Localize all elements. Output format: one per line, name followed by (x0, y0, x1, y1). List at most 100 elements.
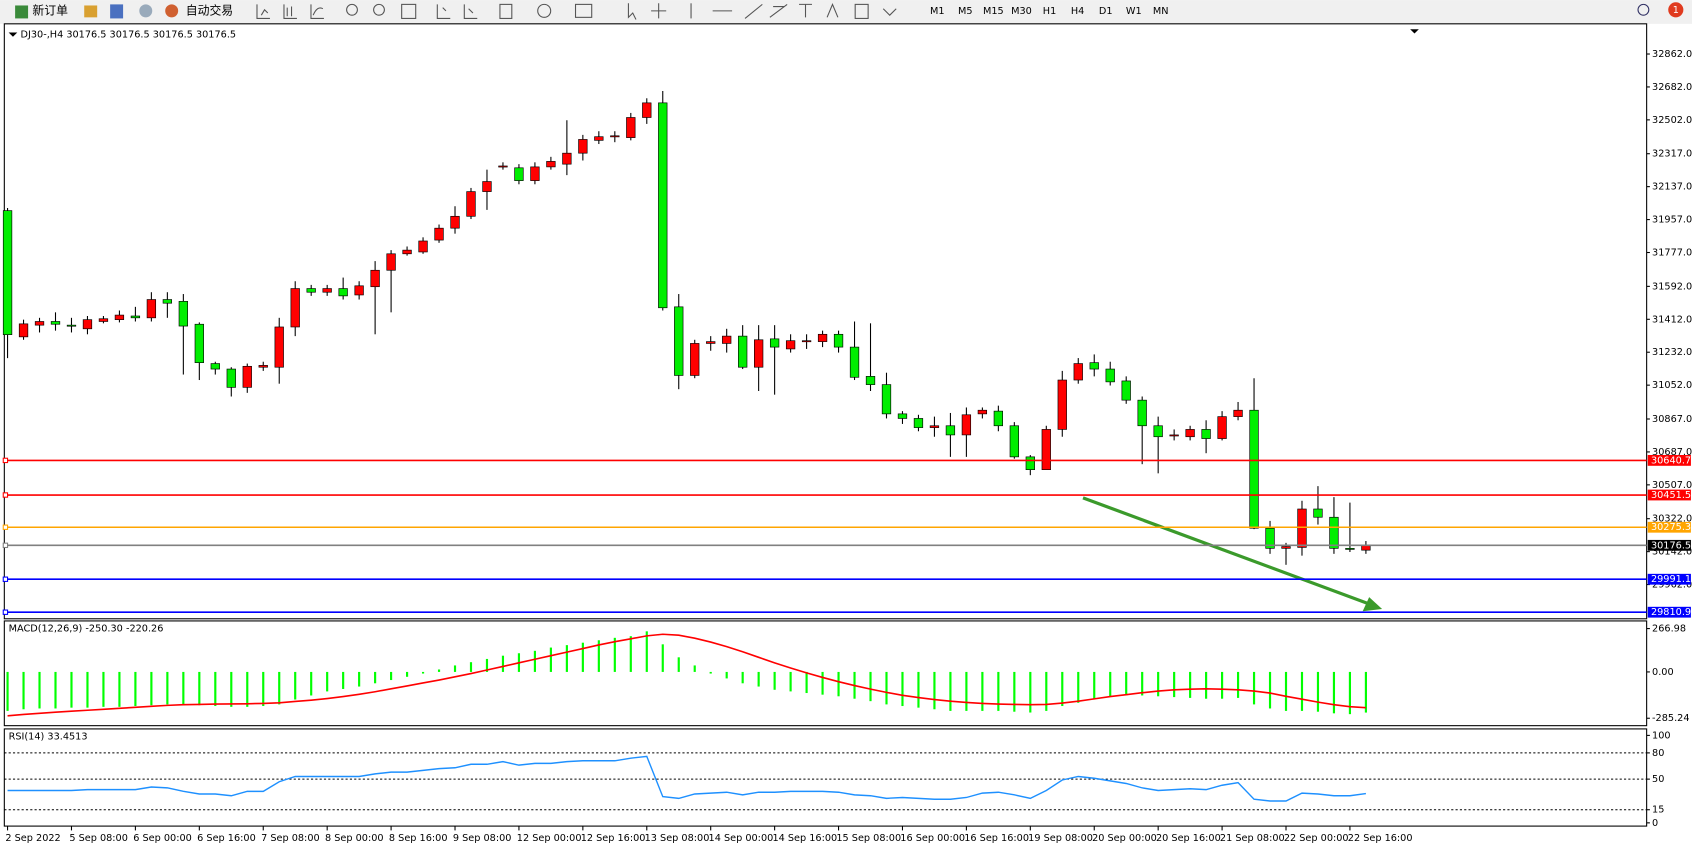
macd-bar (1364, 671, 1367, 713)
macd-bar (965, 671, 968, 711)
macd-bar (70, 671, 73, 708)
icon[interactable] (110, 4, 124, 19)
candle-body (1265, 527, 1275, 549)
x-tick-label: 22 Sep 16:00 (1348, 833, 1413, 844)
macd-bar (613, 637, 616, 672)
candle-body (258, 365, 268, 368)
candle-body (2, 210, 13, 335)
level-tag-label: 30451.5 (1651, 490, 1691, 501)
timeframe-button[interactable]: M1 (930, 6, 945, 17)
candle-body (1345, 548, 1355, 550)
icon[interactable] (139, 4, 153, 18)
macd-bar (757, 671, 760, 687)
new-order-button[interactable]: 新订单 (32, 3, 68, 17)
candle-body (322, 288, 332, 293)
x-tick-label: 9 Sep 08:00 (453, 833, 512, 844)
level-handle (2, 492, 9, 498)
macd-bar (629, 636, 632, 672)
macd-bar (1236, 671, 1240, 698)
arrow-head (1362, 597, 1383, 612)
macd-bar (549, 647, 552, 672)
candle-body (178, 301, 188, 327)
arrow-line (1082, 496, 1372, 607)
candle-body (1313, 508, 1323, 518)
level-handle (2, 542, 9, 549)
y-tick-label: 31957.0 (1652, 215, 1692, 226)
macd-bar (741, 671, 744, 684)
candle-body (146, 299, 157, 319)
candle-body (977, 409, 988, 415)
y-tick-label: 50 (1652, 774, 1664, 785)
macd-bar (294, 671, 297, 700)
level-tag (1647, 489, 1691, 501)
macd-bar (1221, 671, 1224, 699)
timeframe-button[interactable]: D1 (1099, 6, 1113, 17)
candle-body (418, 240, 428, 253)
y-tick-label: 31232.0 (1652, 347, 1692, 358)
candle-body (865, 376, 876, 385)
candle-body (226, 368, 236, 388)
y-tick-label: 30507.0 (1652, 480, 1692, 491)
candle-body (1281, 546, 1291, 549)
auto-trade-icon[interactable] (165, 4, 179, 18)
y-tick-label: 32862.0 (1652, 49, 1692, 60)
panel-menu-icon[interactable] (8, 32, 18, 37)
auto-trade-button[interactable]: 自动交易 (186, 3, 233, 17)
macd-bar (1157, 671, 1160, 697)
macd-bar (869, 671, 872, 702)
candle-body (1185, 429, 1195, 438)
candle-body (801, 340, 812, 343)
candle-body (993, 410, 1003, 427)
macd-bar (182, 671, 185, 705)
timeframe-button[interactable]: MN (1153, 6, 1169, 17)
candle-body (706, 341, 716, 344)
y-tick-label: 31052.0 (1652, 380, 1692, 391)
y-tick-label: 80 (1652, 748, 1664, 759)
macd-bar (1125, 671, 1128, 696)
candle-body (594, 136, 604, 141)
macd-bar (581, 642, 584, 672)
new-order-icon[interactable] (15, 5, 29, 19)
timeframe-button[interactable]: M15 (983, 6, 1004, 17)
y-tick-label: 29962.0 (1652, 580, 1692, 591)
icon[interactable] (84, 5, 98, 18)
candle-body (817, 333, 828, 342)
timeframe-button[interactable]: W1 (1126, 6, 1142, 17)
y-tick-label: 32317.0 (1652, 149, 1692, 160)
candle-body (210, 363, 220, 370)
search-icon[interactable] (1637, 3, 1650, 16)
tool-icons[interactable] (256, 2, 897, 20)
macd-bar (901, 671, 904, 707)
level-tag (1647, 606, 1691, 618)
timeframe-button[interactable]: M30 (1011, 6, 1032, 17)
macd-bar (1109, 671, 1112, 697)
timeframe-button[interactable]: H4 (1071, 6, 1084, 17)
macd-bar (709, 671, 712, 674)
candle-body (1009, 425, 1019, 458)
timeframe-button[interactable]: M5 (958, 6, 973, 17)
x-tick-label: 8 Sep 16:00 (389, 833, 448, 844)
y-tick-label: 30322.0 (1652, 514, 1692, 525)
candle-body (610, 135, 620, 138)
toolbar (0, 0, 1692, 24)
candle-body (338, 288, 348, 297)
y-tick-label: 32502.0 (1652, 115, 1692, 126)
macd-bar (38, 671, 41, 709)
candle-body (498, 165, 508, 168)
candle-body (913, 418, 924, 428)
level-handle (2, 609, 9, 615)
macd-bar (661, 644, 664, 672)
candle-body (482, 181, 492, 192)
macd-bar (421, 671, 425, 674)
macd-bar (214, 671, 217, 707)
notification-badge[interactable] (1668, 2, 1684, 18)
macd-bar (102, 671, 105, 707)
macd-bar (645, 631, 648, 672)
candle-body (833, 333, 844, 348)
candle-body (354, 285, 364, 296)
macd-bar (837, 671, 840, 697)
macd-bar (86, 671, 89, 708)
timeframe-button[interactable]: H1 (1043, 6, 1056, 17)
x-tick-label: 6 Sep 00:00 (133, 833, 192, 844)
